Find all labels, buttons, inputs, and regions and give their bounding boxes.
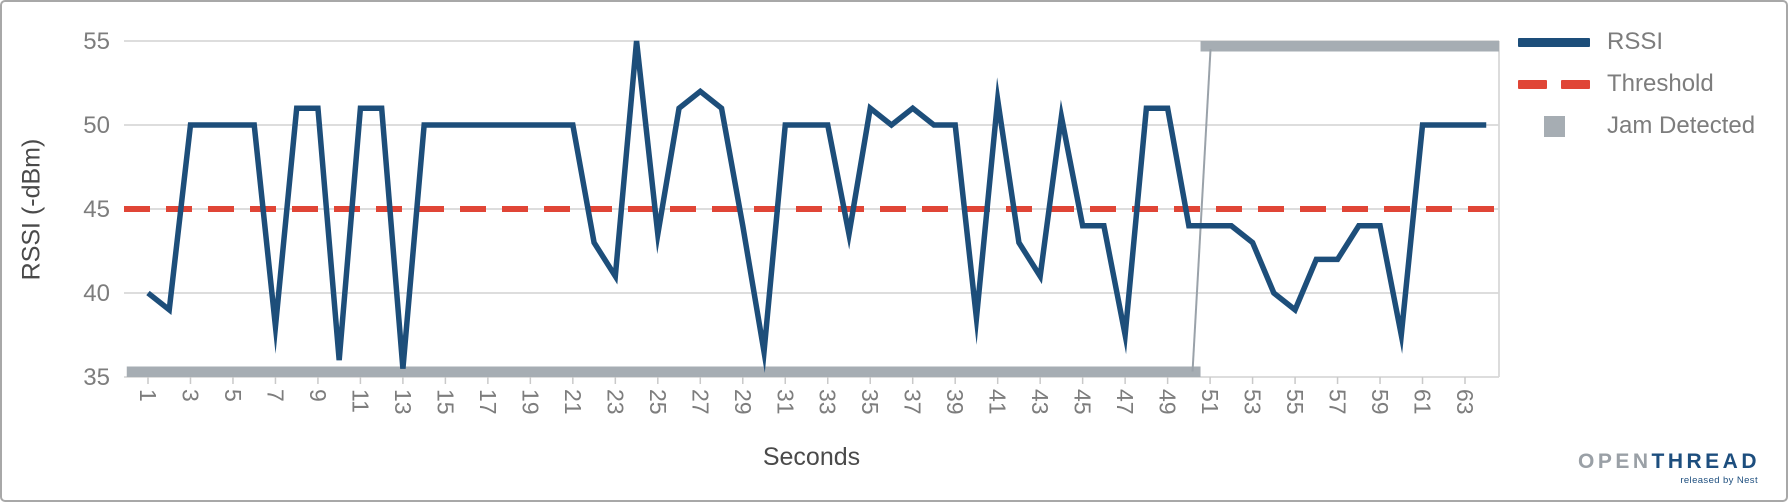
x-tick-label: 27 (687, 389, 713, 415)
logo-open-text: OPEN (1577, 450, 1652, 473)
jam-detected-bar (1200, 41, 1499, 52)
x-tick-label: 21 (560, 389, 586, 415)
x-tick-label: 9 (305, 389, 331, 402)
x-tick-label: 5 (220, 389, 246, 402)
legend-label-rssi: RSSI (1607, 28, 1664, 55)
legend-item-rssi: RSSI (1518, 28, 1755, 56)
y-tick-label: 40 (83, 280, 110, 307)
x-tick-label: 33 (815, 389, 841, 415)
x-tick-label: 61 (1410, 389, 1436, 415)
x-tick-label: 57 (1325, 389, 1351, 415)
x-tick-label: 35 (857, 389, 883, 415)
threshold-dash-swatch (1518, 79, 1590, 89)
x-axis-title: Seconds (762, 443, 861, 471)
x-tick-label: 3 (177, 389, 203, 402)
x-tick-label: 39 (942, 389, 968, 415)
rssi-swatch-cell (1518, 37, 1590, 47)
rssi-series-line (146, 40, 1487, 373)
x-tick-label: 13 (390, 389, 416, 415)
x-tick-label: 41 (985, 389, 1011, 415)
x-tick-label: 45 (1070, 389, 1096, 415)
jam-detected-bar (126, 366, 1201, 377)
jam-swatch-cell (1518, 115, 1590, 137)
x-tick-label: 11 (347, 389, 373, 413)
x-tick-label: 29 (730, 389, 756, 415)
x-tick-label: 43 (1027, 389, 1053, 415)
x-tick-label: 17 (475, 389, 501, 415)
x-tick-label: 55 (1282, 389, 1308, 415)
threshold-dash-segment (1518, 79, 1547, 89)
logo-tagline: released by Nest (1680, 475, 1758, 486)
rssi-line-swatch (1518, 37, 1590, 47)
x-tick-label: 25 (645, 389, 671, 415)
x-tick-label: 31 (772, 389, 798, 415)
legend-item-threshold: Threshold (1518, 70, 1755, 98)
x-tick-label: 47 (1112, 389, 1138, 415)
jam-square-swatch (1543, 115, 1565, 137)
y-tick-label: 45 (83, 196, 110, 223)
y-tick-label: 35 (83, 364, 110, 391)
x-tick-label: 59 (1367, 389, 1393, 415)
x-tick-label: 19 (517, 389, 543, 415)
threshold-swatch-cell (1518, 79, 1590, 89)
legend: RSSI Threshold Jam Detected (1518, 28, 1755, 154)
x-tick-label: 15 (432, 389, 458, 415)
y-tick-label: 50 (83, 112, 110, 139)
x-tick-label: 7 (262, 389, 288, 402)
openthread-logo: OPENTHREAD released by Nest (1578, 450, 1760, 486)
x-tick-label: 53 (1240, 389, 1266, 415)
jam-transition-line (1191, 48, 1212, 372)
x-tick-label: 37 (900, 389, 926, 415)
x-tick-label: 49 (1155, 389, 1181, 415)
legend-item-jam-detected: Jam Detected (1518, 112, 1755, 140)
x-tick-label: 1 (135, 389, 161, 402)
legend-label-threshold: Threshold (1607, 70, 1714, 97)
legend-label-jam-detected: Jam Detected (1607, 112, 1756, 139)
x-tick-label: 23 (602, 389, 628, 415)
logo-thread-text: THREAD (1651, 450, 1760, 473)
openthread-logo-wordmark: OPENTHREAD (1578, 450, 1760, 474)
x-tick-label: 51 (1197, 389, 1223, 415)
threshold-dash-segment (1561, 79, 1590, 89)
x-tick-label: 63 (1452, 389, 1478, 415)
y-tick-label: 55 (83, 28, 110, 55)
